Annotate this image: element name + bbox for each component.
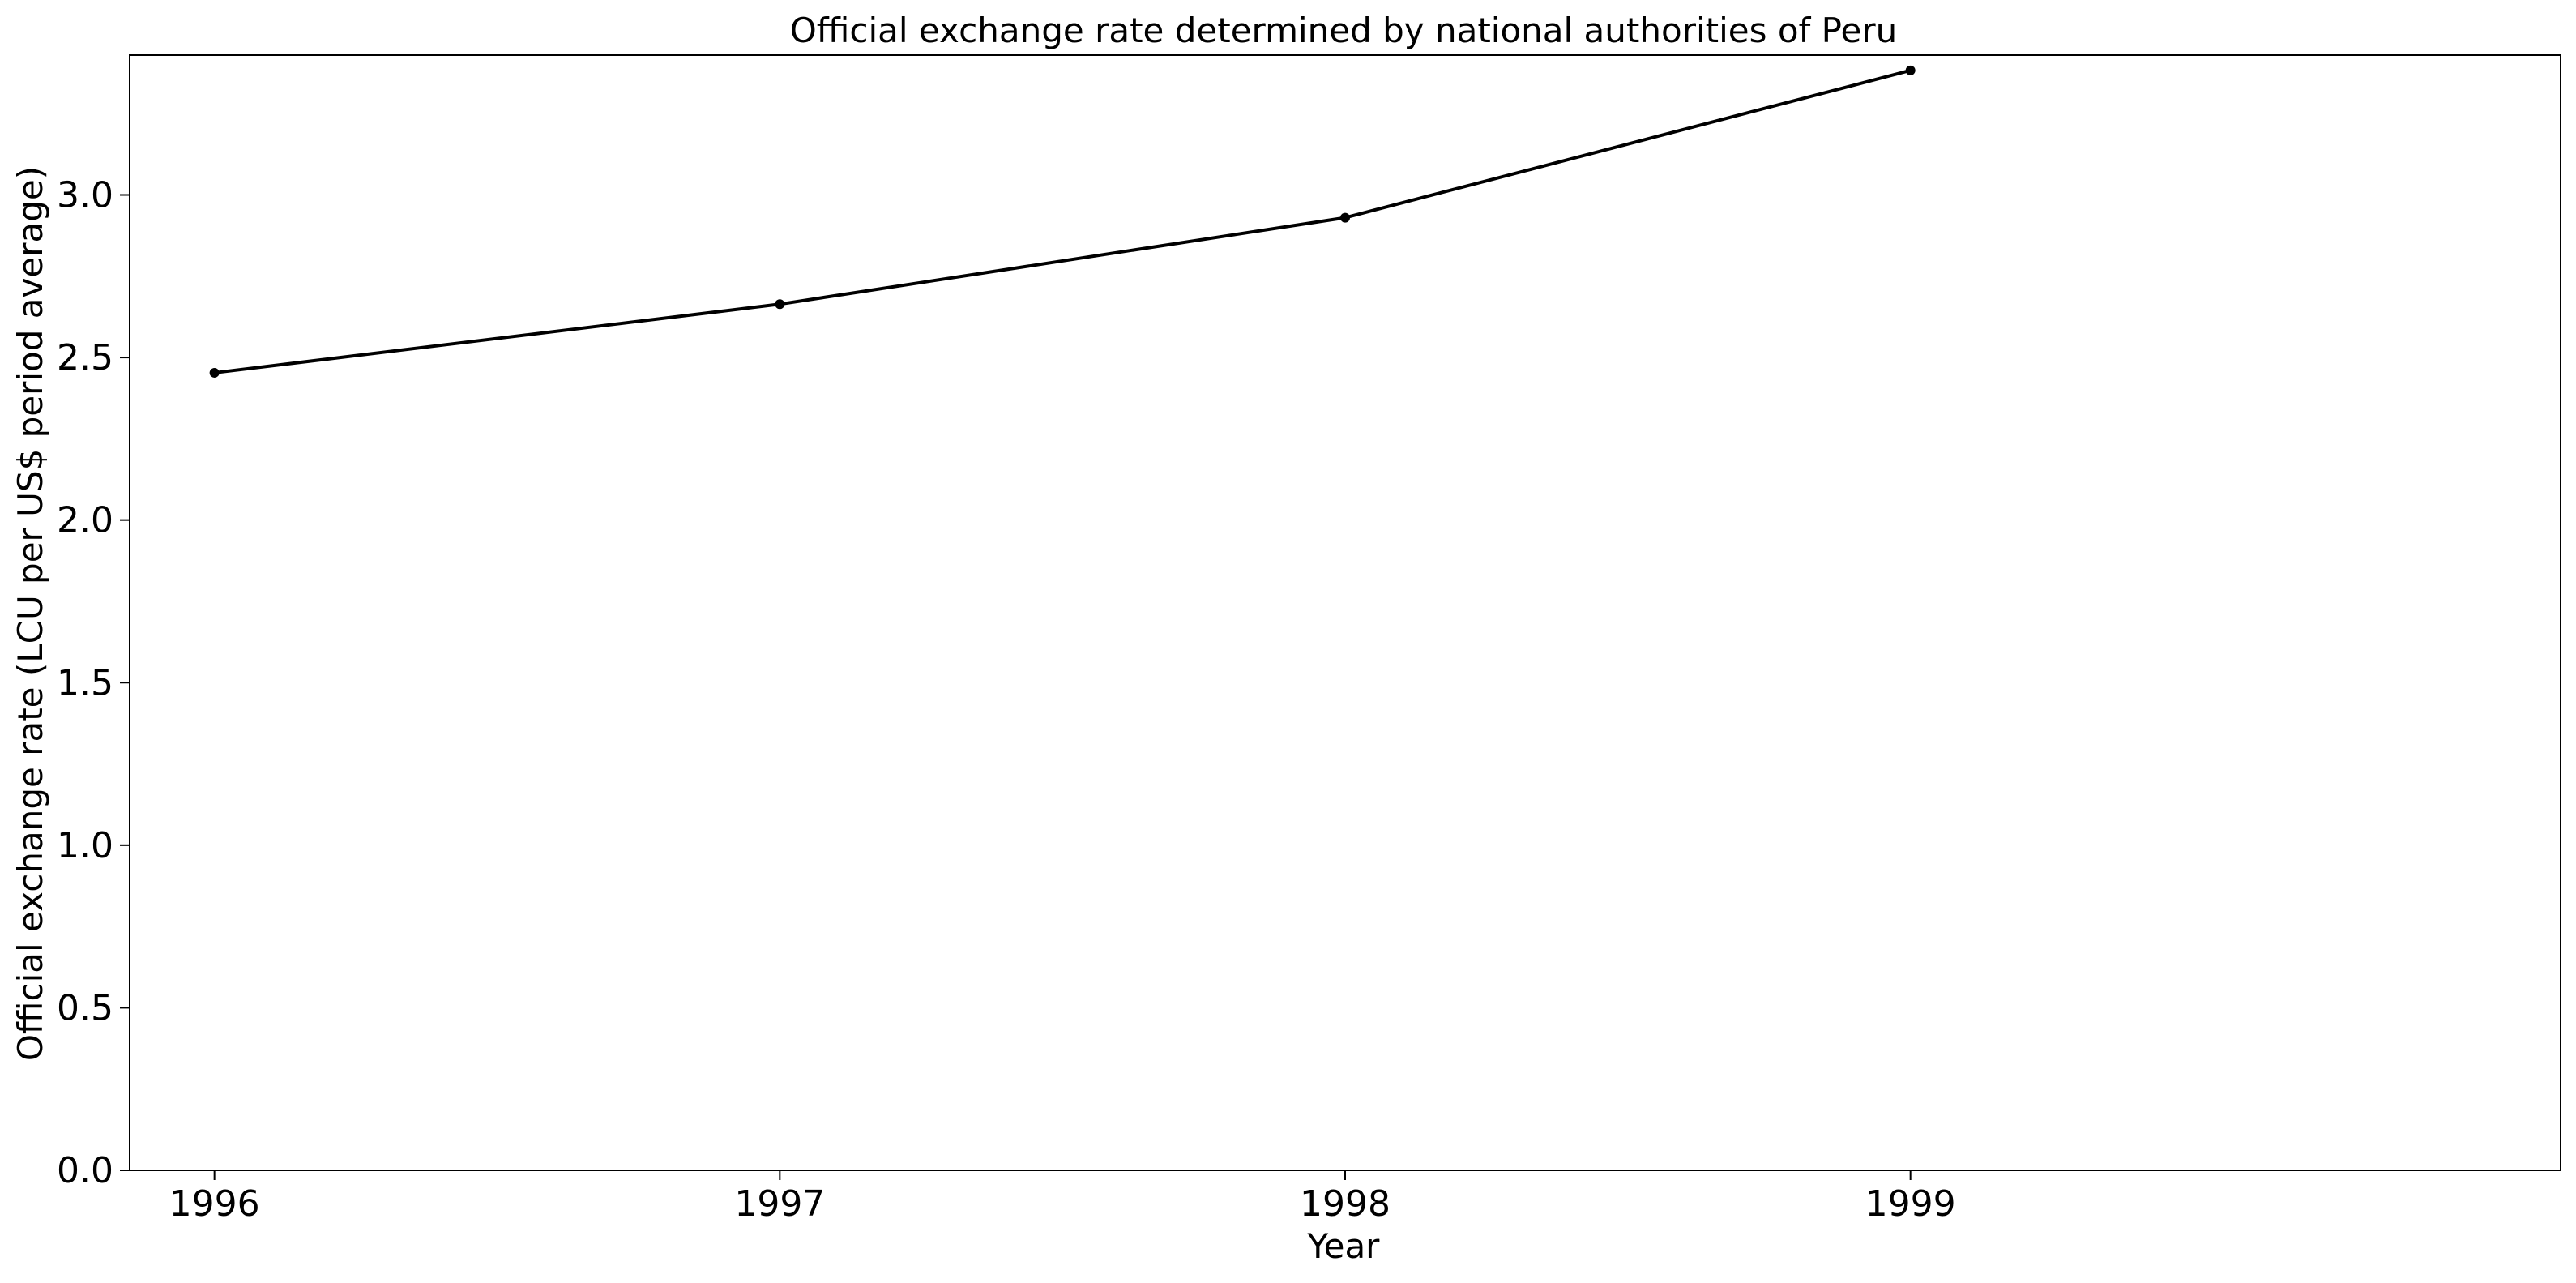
data-point	[1905, 65, 1916, 75]
y-tick-label: 1.0	[57, 825, 113, 866]
y-tick-label: 1.5	[57, 662, 113, 704]
y-tick-label: 2.5	[57, 337, 113, 378]
x-axis-label: Year	[1307, 1226, 1381, 1266]
x-tick-label: 1998	[1300, 1183, 1391, 1225]
series-layer	[209, 65, 1916, 378]
y-axis-label: Official exchange rate (LCU per US$ peri…	[11, 166, 50, 1061]
y-axis: 0.0 0.5 1.0 1.5 2.0 2.5 3.0	[57, 175, 130, 1191]
data-point	[775, 299, 785, 310]
x-tick-label: 1996	[169, 1183, 260, 1225]
x-axis: 1996 1997 1998 1999	[169, 1170, 1956, 1225]
chart-title: Official exchange rate determined by nat…	[790, 11, 1897, 50]
series-line	[214, 68, 1912, 374]
y-tick-label: 2.0	[57, 500, 113, 541]
data-point	[1340, 212, 1350, 223]
data-point	[209, 367, 220, 378]
y-tick-label: 0.0	[57, 1150, 113, 1191]
y-tick-label: 3.0	[57, 175, 113, 216]
x-tick-label: 1997	[734, 1183, 825, 1225]
y-tick-label: 0.5	[57, 987, 113, 1029]
x-tick-label: 1999	[1865, 1183, 1956, 1225]
